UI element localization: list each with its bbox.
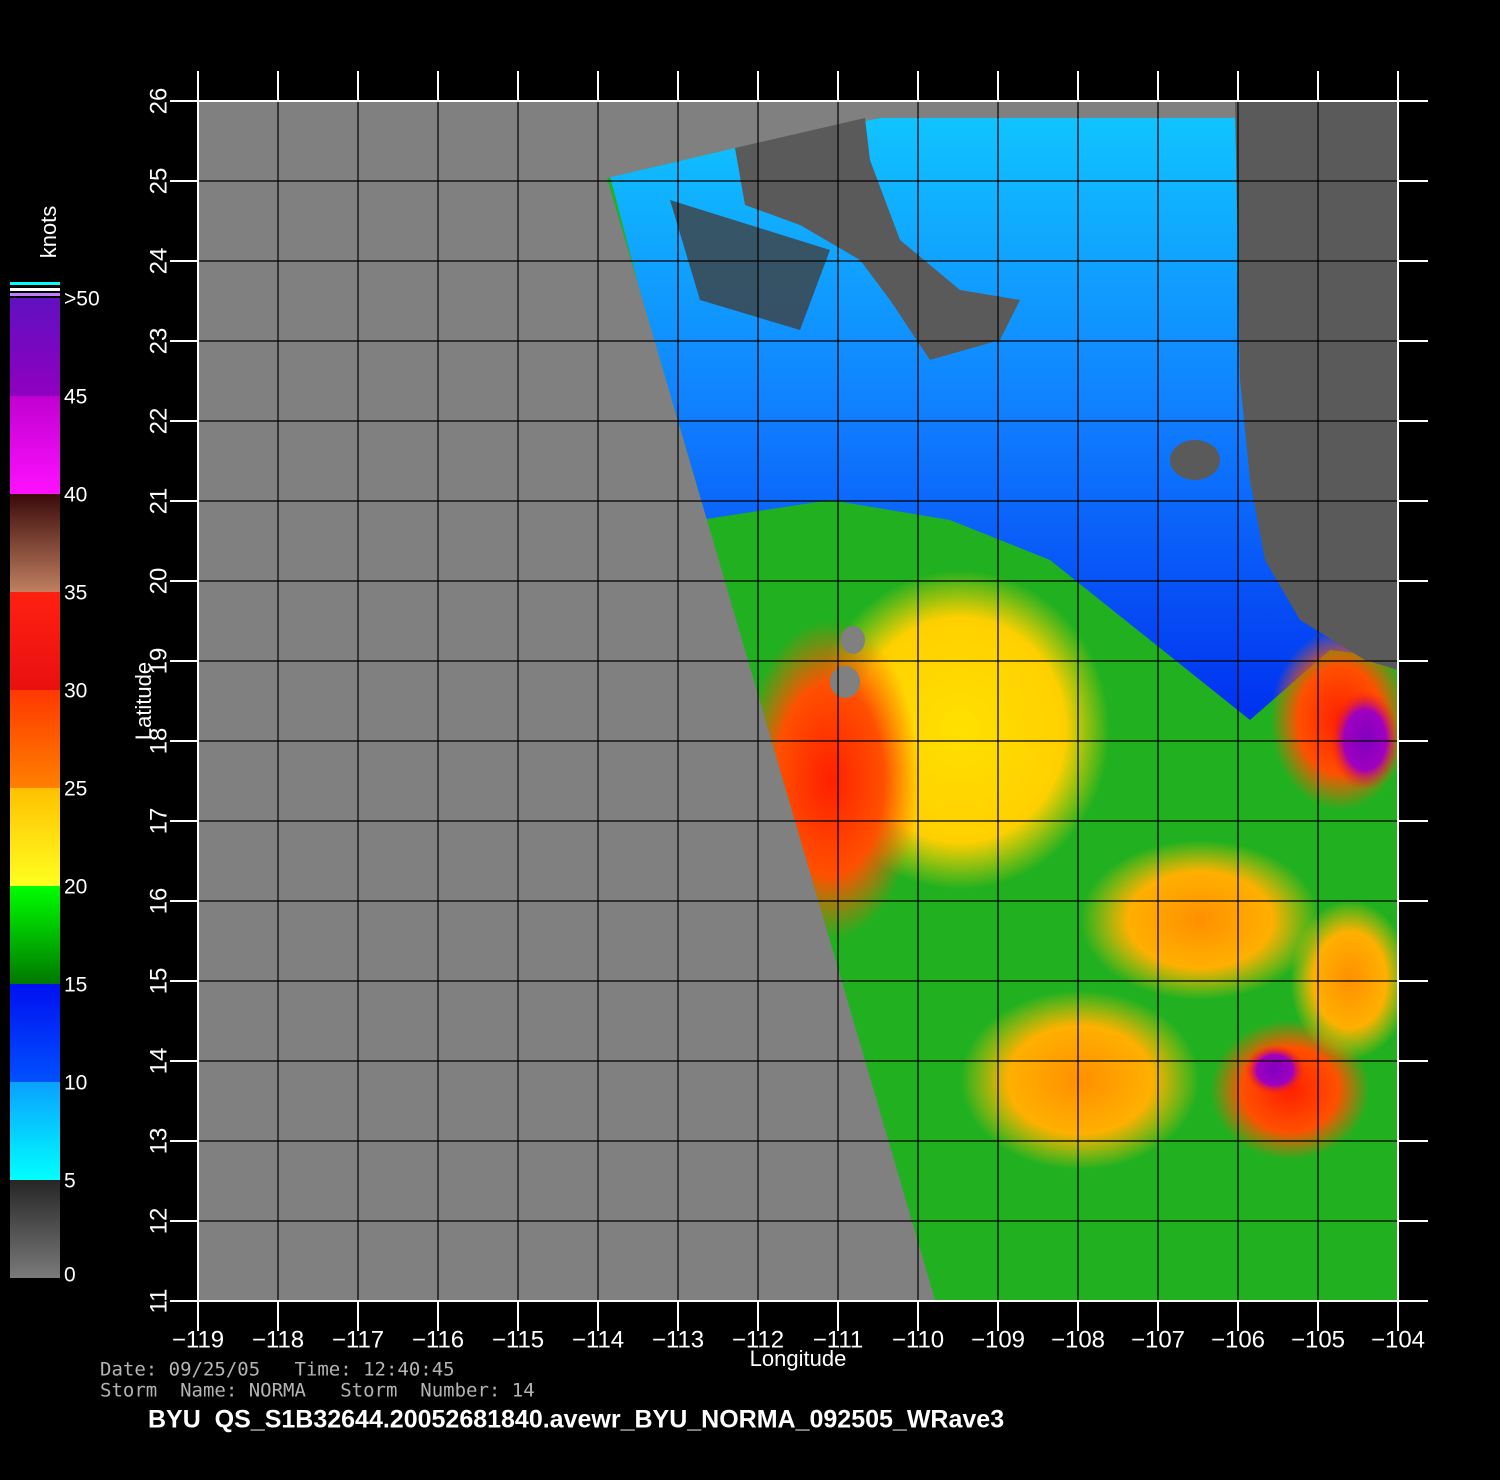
- colorbar-segment: [10, 788, 60, 886]
- colorbar-segment: [10, 886, 60, 984]
- x-tick-label: −109: [971, 1326, 1025, 1353]
- colorbar-label: 10: [64, 1072, 87, 1095]
- plot-frame: [197, 100, 1399, 1302]
- y-tick-label: 15: [145, 968, 172, 995]
- y-tick-label: 21: [145, 488, 172, 515]
- colorbar-label: 5: [64, 1170, 76, 1193]
- colorbar-segment: [10, 298, 60, 396]
- colorbar-segment: [10, 396, 60, 494]
- x-tick-label: −108: [1051, 1326, 1105, 1353]
- colorbar-segment: [10, 494, 60, 592]
- colorbar-label: 45: [64, 386, 87, 409]
- x-tick-label: −118: [252, 1326, 304, 1353]
- y-tick-label: 19: [145, 648, 172, 675]
- colorbar-segment: [10, 690, 60, 788]
- x-tick-label: −113: [652, 1326, 704, 1353]
- colorbar-cap: [10, 293, 60, 296]
- colorbar-label: 35: [64, 582, 87, 605]
- y-tick-label: 11: [145, 1289, 172, 1314]
- y-tick-label: 17: [145, 808, 172, 835]
- colorbar-label: 30: [64, 680, 87, 703]
- x-tick-label: −115: [492, 1326, 544, 1353]
- lagoon: [1170, 440, 1220, 480]
- mainland: [1235, 101, 1398, 670]
- baja-peninsula: [735, 118, 1020, 360]
- colorbar-cap: [10, 282, 60, 285]
- x-tick-label: −116: [412, 1326, 464, 1353]
- colorbar-label: 0: [64, 1264, 76, 1287]
- x-tick-label: −117: [332, 1326, 384, 1353]
- colorbar-cap: [10, 288, 60, 291]
- y-tick-label: 20: [145, 568, 172, 595]
- colorbar-label: 15: [64, 974, 87, 997]
- colorbar-segment: [10, 984, 60, 1082]
- colorbar-label: 25: [64, 778, 87, 801]
- y-tick-label: 24: [145, 248, 172, 275]
- y-tick-label: 18: [145, 728, 172, 755]
- y-axis-label: Latitude: [131, 662, 156, 740]
- colorbar-title: knots: [36, 206, 61, 259]
- storm-line: Storm Name: NORMA Storm Number: 14: [100, 1380, 535, 1402]
- grid: [197, 100, 1399, 1302]
- island: [841, 626, 865, 654]
- x-tick-label: −106: [1211, 1326, 1265, 1353]
- colorbar-segment: [10, 1180, 60, 1278]
- colorbar-label: 40: [64, 484, 87, 507]
- y-tick-label: 26: [145, 88, 172, 115]
- colorbar-label: >50: [64, 288, 100, 311]
- y-tick-label: 22: [145, 408, 172, 435]
- colorbar: 0 5 10 15 20 25 30 35 40 45 >50: [10, 288, 100, 1287]
- x-tick-label: −105: [1291, 1326, 1345, 1353]
- x-tick-label: −112: [732, 1326, 784, 1353]
- x-tick-label: −104: [1371, 1326, 1425, 1353]
- y-tick-label: 16: [145, 888, 172, 915]
- x-axis-label: Longitude: [750, 1346, 847, 1371]
- colorbar-segment: [10, 1082, 60, 1180]
- x-tick-label: −110: [892, 1326, 944, 1353]
- y-tick-label: 14: [145, 1048, 172, 1075]
- file-title: BYU QS_S1B32644.20052681840.avewr_BYU_NO…: [148, 1406, 1004, 1434]
- date-line: Date: 09/25/05 Time: 12:40:45: [100, 1359, 455, 1381]
- x-tick-label: −114: [572, 1326, 624, 1353]
- x-tick-label: −107: [1131, 1326, 1185, 1353]
- y-tick-label: 13: [145, 1128, 172, 1155]
- colorbar-label: 20: [64, 876, 87, 899]
- y-tick-label: 25: [145, 168, 172, 195]
- y-tick-label: 12: [145, 1208, 172, 1235]
- colorbar-segment: [10, 592, 60, 690]
- y-tick-label: 23: [145, 328, 172, 355]
- x-tick-label: −111: [813, 1326, 864, 1353]
- x-tick-label: −119: [172, 1326, 224, 1353]
- island: [830, 666, 860, 698]
